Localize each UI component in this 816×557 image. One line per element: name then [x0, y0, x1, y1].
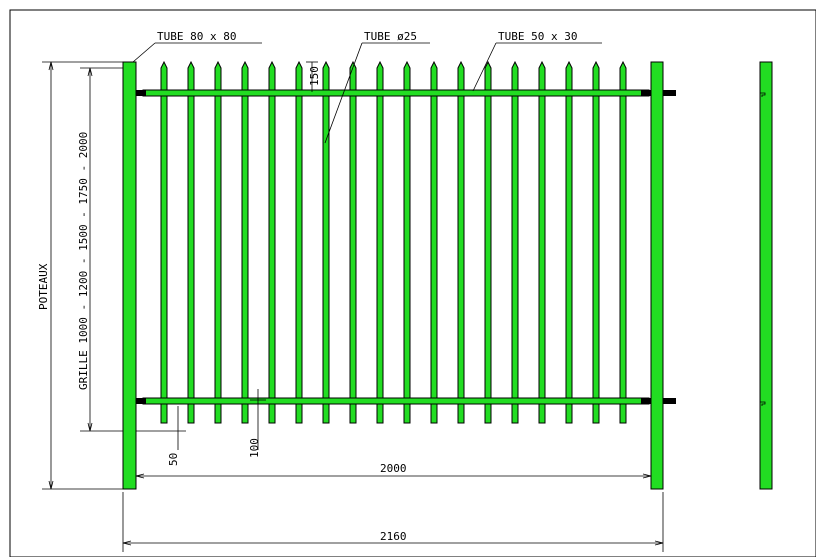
gap-dimensions: [136, 61, 318, 450]
grille-heights-label: GRILLE 1000 - 1200 - 1500 - 1750 - 2000: [77, 132, 90, 390]
vertical-bar: [376, 60, 384, 424]
vertical-bar: [295, 60, 303, 424]
posts-height-label: POTEAUX: [37, 263, 50, 310]
vertical-bar: [187, 60, 195, 424]
left-post: [122, 61, 137, 490]
vertical-bar: [322, 60, 330, 424]
vertical-bar: [565, 60, 573, 424]
top-rail: [136, 89, 676, 97]
vertical-bar: [160, 60, 168, 424]
side-view-brackets: [760, 92, 766, 406]
vertical-bar: [403, 60, 411, 424]
vertical-bar: [268, 60, 276, 424]
label-leaders: [132, 42, 602, 144]
vertical-bar: [241, 60, 249, 424]
vertical-bar: [619, 60, 627, 424]
vertical-bar: [538, 60, 546, 424]
vertical-bar: [511, 60, 519, 424]
vertical-bar: [349, 60, 357, 424]
vertical-bar: [214, 60, 222, 424]
vertical-bar: [457, 60, 465, 424]
total-width-dimension: [122, 492, 664, 552]
total-width-label: 2160: [380, 530, 407, 543]
side-view-post: [759, 61, 773, 490]
rail-tube-label: TUBE 50 x 30: [498, 30, 577, 43]
rail-offset-label: 100: [248, 438, 261, 458]
bottom-gap-label: 50: [167, 453, 180, 466]
drawing-frame: [9, 9, 816, 557]
vertical-bars: [160, 60, 627, 424]
right-post: [650, 61, 664, 490]
bottom-rail: [136, 397, 676, 405]
post-tube-label: TUBE 80 x 80: [157, 30, 236, 43]
grille-width-label: 2000: [380, 462, 407, 475]
vertical-bar: [484, 60, 492, 424]
spike-length-label: 150: [308, 66, 321, 86]
vertical-bar: [430, 60, 438, 424]
bar-tube-label: TUBE ø25: [364, 30, 417, 43]
height-dimensions: [42, 61, 123, 490]
grille-width-dimension: [135, 473, 652, 479]
vertical-bar: [592, 60, 600, 424]
